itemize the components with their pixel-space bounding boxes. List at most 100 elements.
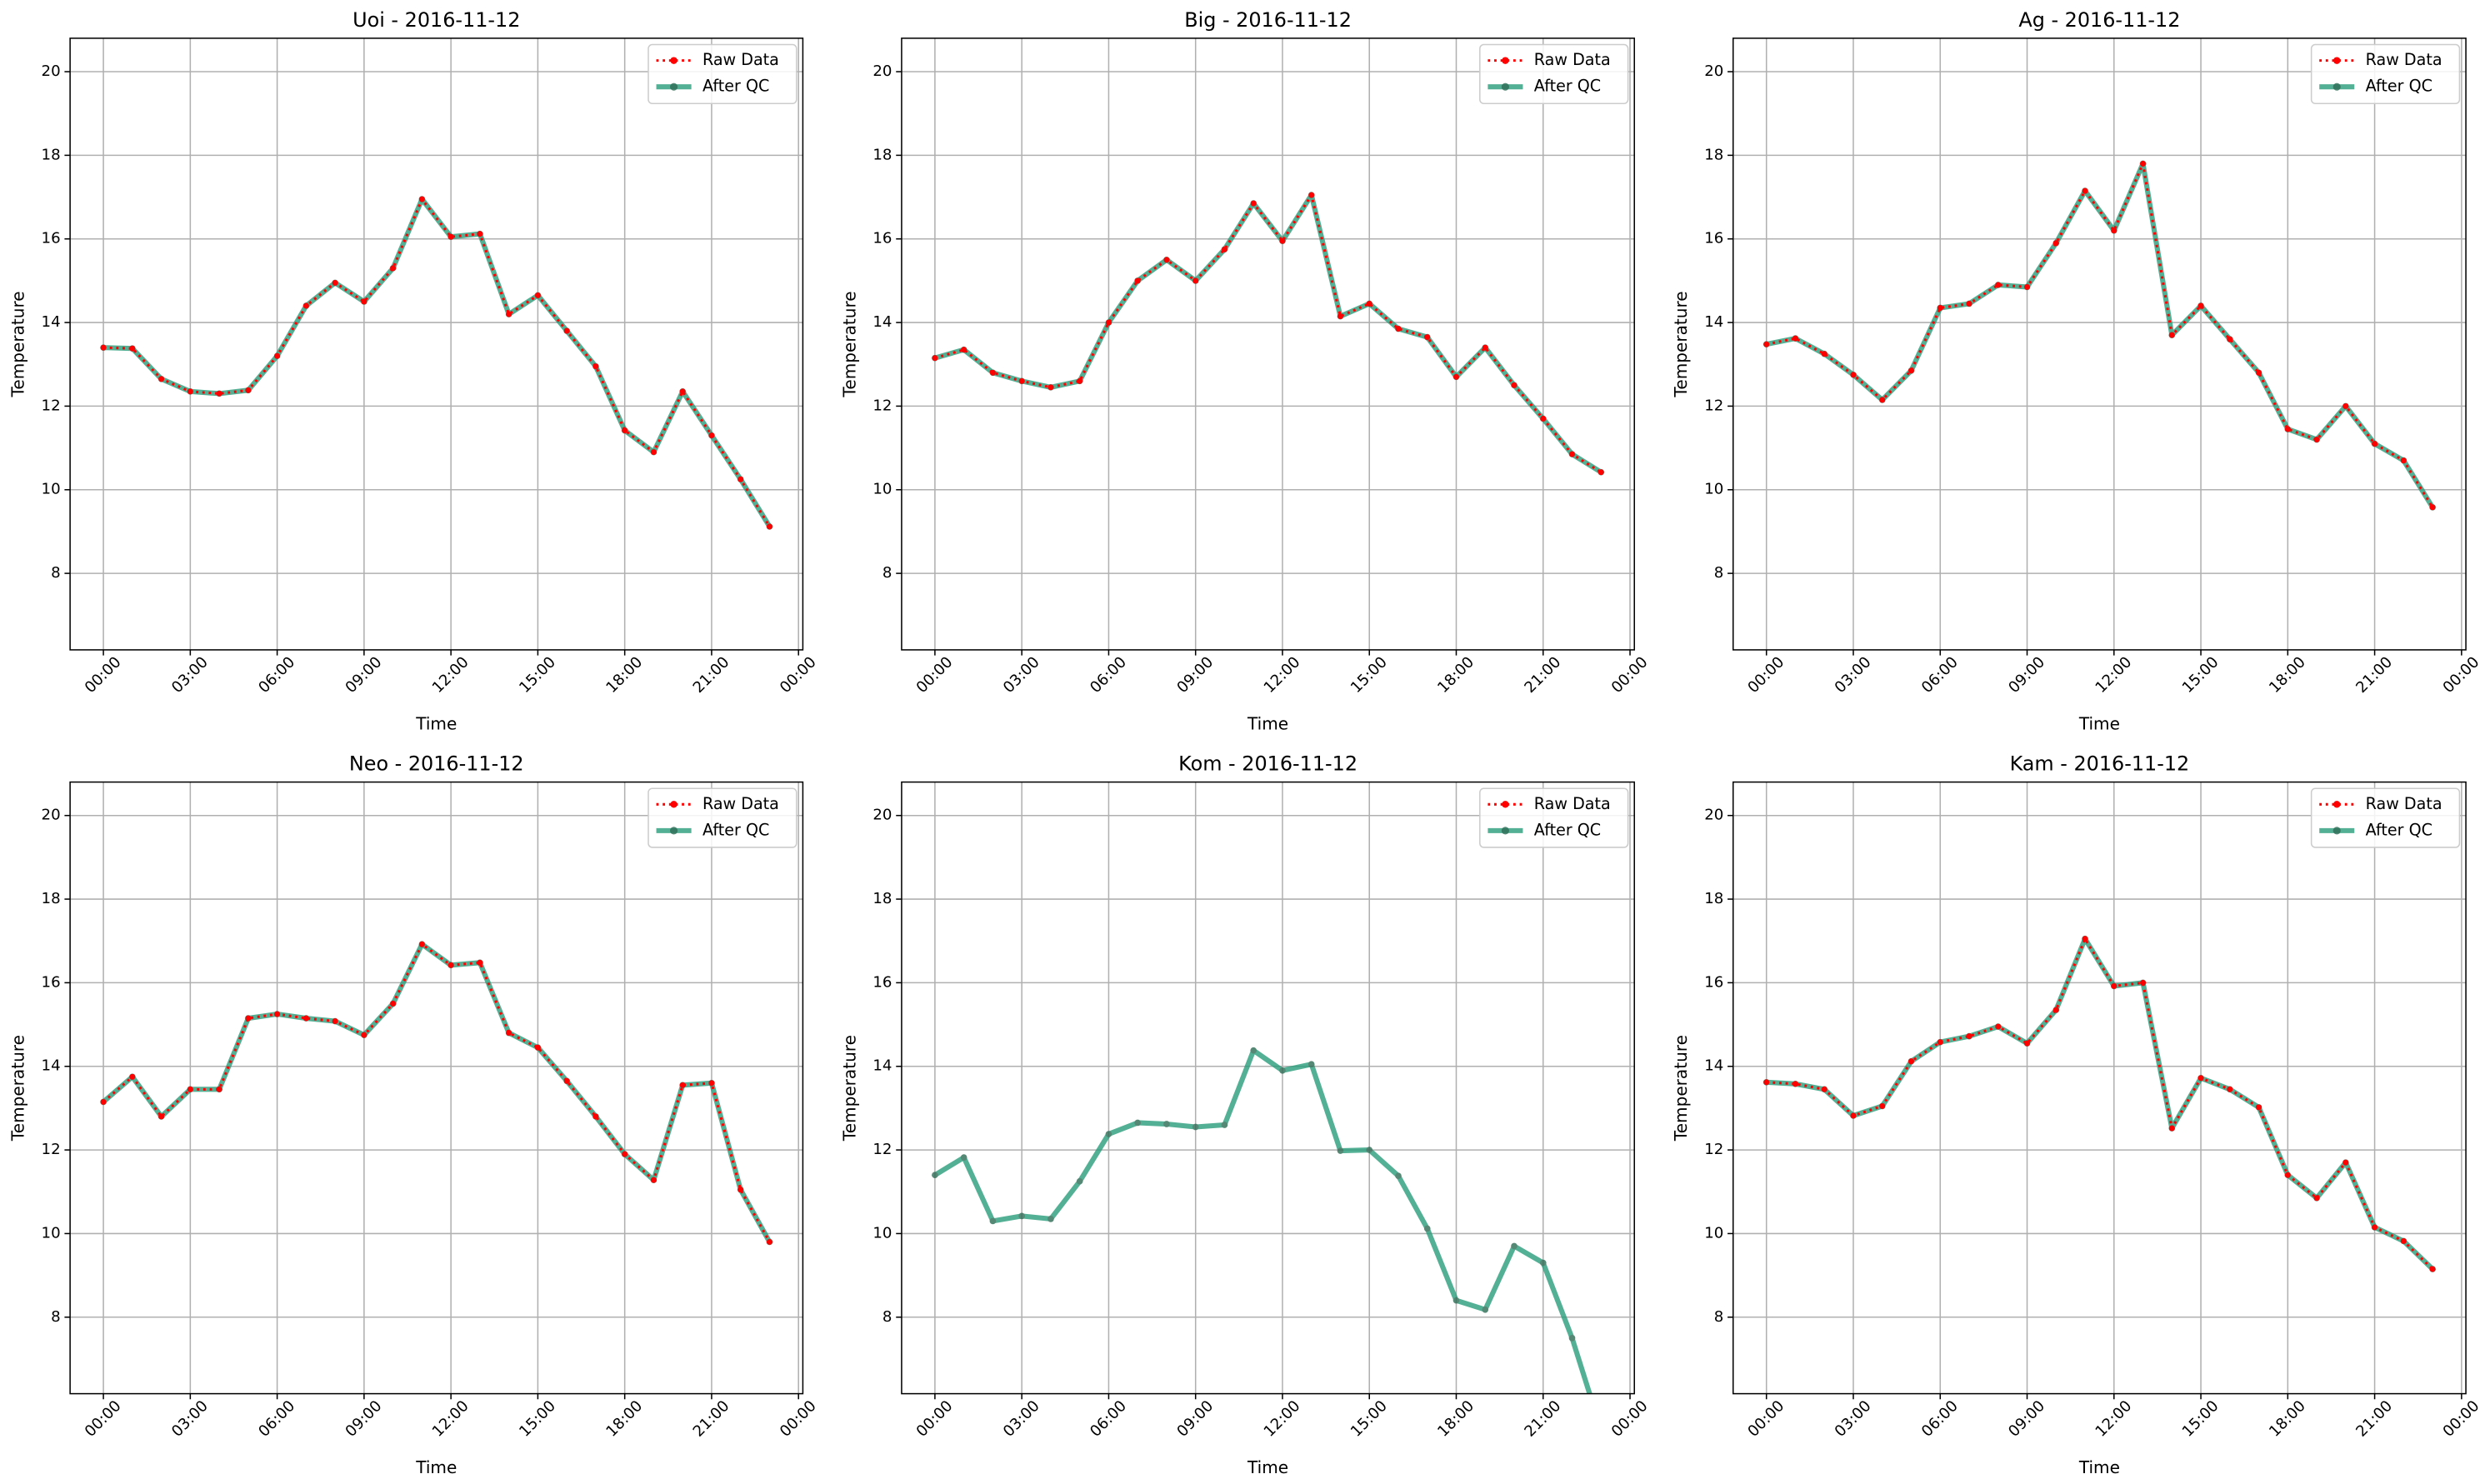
y-tick-label: 16: [1704, 973, 1723, 991]
data-point: [245, 387, 252, 393]
data-point: [960, 1154, 968, 1161]
data-point: [679, 388, 686, 395]
data-point: [1850, 372, 1857, 378]
y-tick-label: 18: [42, 890, 61, 907]
legend-marker: [2333, 801, 2341, 808]
x-axis-label: Time: [415, 713, 457, 733]
y-tick-label: 12: [872, 397, 892, 414]
x-tick-label: 09:00: [342, 1397, 386, 1441]
x-tick-label: 12:00: [1261, 1397, 1304, 1441]
data-point: [1995, 282, 2002, 288]
subplot: 8 10 12 14 16 18 20 00:00 03:00 06:00 09:00 12:00 15…: [8, 752, 819, 1477]
data-point: [1539, 1259, 1547, 1267]
data-point: [1308, 1061, 1315, 1068]
data-point: [332, 279, 338, 286]
data-point: [187, 1086, 193, 1092]
x-tick-label: 21:00: [1521, 1397, 1564, 1441]
data-point: [2342, 402, 2349, 409]
data-point: [1048, 1216, 1054, 1222]
data-point: [650, 1177, 657, 1183]
data-point: [1308, 192, 1315, 198]
y-tick-label: 8: [882, 1308, 892, 1326]
data-point: [390, 265, 397, 272]
data-point: [2111, 227, 2118, 234]
data-point: [1105, 319, 1112, 326]
data-point: [506, 1030, 512, 1037]
data-point: [1338, 313, 1343, 319]
legend-marker: [670, 57, 678, 64]
data-point: [274, 1011, 281, 1017]
x-axis-label: Time: [415, 1457, 457, 1477]
data-point: [448, 962, 454, 968]
x-tick-label: 00:00: [777, 653, 820, 697]
series-line: [1766, 162, 2434, 508]
data-point: [767, 523, 772, 530]
data-point: [1598, 1427, 1604, 1433]
y-tick-label: 8: [882, 564, 892, 582]
data-point: [187, 388, 193, 395]
legend-label: Raw Data: [1534, 794, 1611, 813]
data-point: [332, 1018, 338, 1025]
data-point: [1076, 1177, 1083, 1185]
x-axis-label: Time: [2078, 713, 2120, 733]
x-tick-label: 15:00: [1348, 1397, 1391, 1441]
data-point: [738, 1187, 744, 1193]
data-point: [2429, 504, 2436, 511]
data-point: [989, 1217, 997, 1225]
x-tick-label: 06:00: [255, 1397, 298, 1441]
data-point: [1908, 1058, 1914, 1065]
data-point: [2372, 441, 2378, 447]
x-tick-label: 06:00: [1918, 1397, 1962, 1441]
x-tick-label: 12:00: [2092, 653, 2136, 697]
data-point: [158, 1113, 165, 1120]
data-point: [2313, 1195, 2320, 1202]
data-point: [534, 292, 541, 298]
y-tick-label: 14: [42, 313, 61, 331]
series: [932, 192, 1605, 476]
data-point: [1453, 373, 1459, 380]
data-point: [961, 347, 968, 353]
y-tick-label: 18: [1704, 890, 1723, 907]
data-point: [1221, 1122, 1228, 1128]
data-point: [1879, 1102, 1886, 1109]
x-axis-label: Time: [2078, 1457, 2120, 1477]
data-point: [2168, 332, 2175, 338]
data-point: [2082, 936, 2088, 942]
y-axis-label: Temperature: [8, 291, 28, 397]
data-point: [448, 233, 454, 240]
legend-marker: [2333, 57, 2341, 64]
x-tick-label: 03:00: [1000, 1397, 1043, 1441]
x-tick-label: 15:00: [2179, 1397, 2222, 1441]
y-tick-label: 10: [872, 1224, 892, 1242]
data-point: [1540, 416, 1547, 422]
y-tick-label: 16: [872, 973, 892, 991]
data-point: [563, 1077, 570, 1084]
data-point: [2227, 1086, 2233, 1092]
data-point: [1134, 1119, 1142, 1127]
data-point: [932, 355, 938, 362]
subplot: 8 10 12 14 16 18 20 00:00 03:00 06:00 09:00 12:00 15…: [1671, 8, 2482, 733]
data-point: [2198, 1075, 2204, 1082]
data-point: [1937, 1039, 1943, 1046]
data-point: [1337, 1147, 1344, 1154]
data-point: [245, 1015, 252, 1022]
series: [100, 941, 773, 1246]
series-line: [102, 942, 772, 1243]
x-tick-label: 09:00: [1173, 653, 1217, 697]
data-point: [2256, 1104, 2262, 1111]
legend-label: After QC: [1534, 77, 1601, 96]
y-tick-label: 14: [1704, 313, 1723, 331]
subplot: 8 10 12 14 16 18 20 00:00 03:00 06:00 09:00 12:00 15…: [1671, 752, 2482, 1477]
legend: Raw Data After QC: [2310, 787, 2461, 848]
data-point: [592, 363, 599, 370]
data-point: [216, 390, 222, 397]
x-tick-label: 06:00: [1087, 653, 1130, 697]
data-point: [129, 1073, 136, 1080]
y-axis-label: Temperature: [839, 1035, 859, 1142]
legend-marker: [669, 827, 678, 835]
y-tick-label: 16: [1704, 230, 1723, 247]
data-point: [1966, 301, 1972, 307]
x-tick-label: 00:00: [82, 653, 125, 697]
series: [1763, 160, 2436, 511]
data-point: [1452, 1297, 1460, 1304]
